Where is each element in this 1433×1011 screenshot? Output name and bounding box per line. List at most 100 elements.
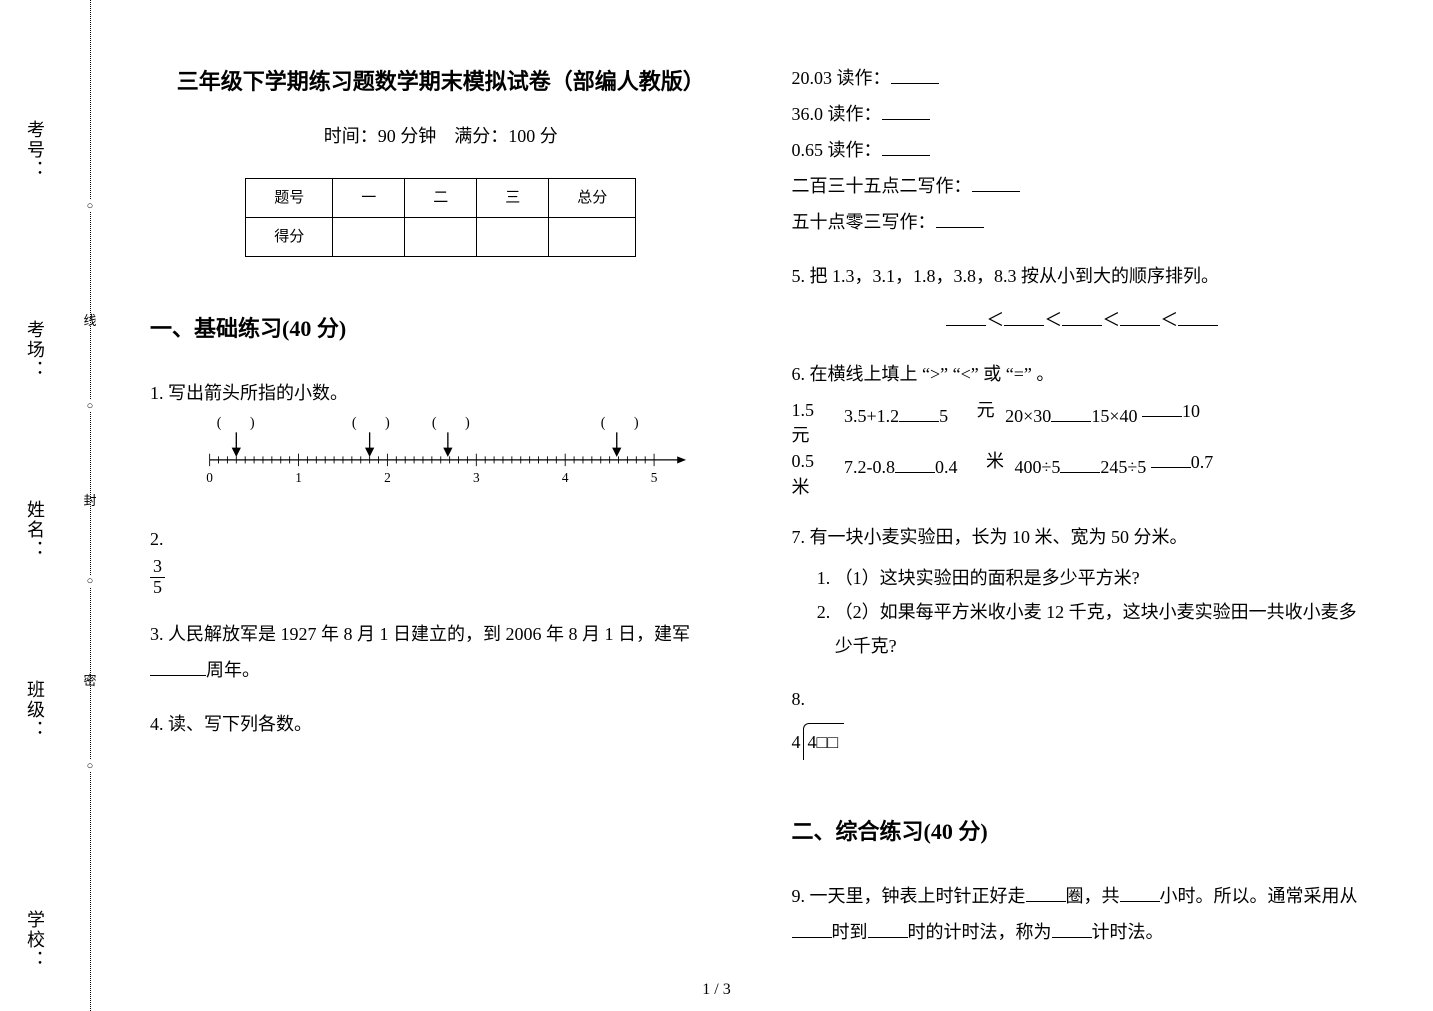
score-cell (549, 218, 636, 257)
q7: 7. 有一块小麦实验田，长为 10 米、宽为 50 分米。 （1）这块实验田的面… (792, 519, 1374, 664)
q4-head: 4. 读、写下列各数。 (150, 706, 732, 742)
q6-mid: 米 (986, 451, 1004, 471)
tick-label: 5 (651, 470, 658, 485)
q4-line: 0.65 读作： (792, 140, 882, 160)
gutter-circle: ○ (84, 200, 96, 212)
gutter-label-school: 学校： (30, 910, 48, 970)
q2-fraction: 3 5 (150, 557, 165, 598)
fill-blank[interactable] (1142, 398, 1182, 417)
q4-body: 20.03 读作： 36.0 读作： 0.65 读作： 二百三十五点二写作： 五… (792, 60, 1374, 240)
q6-expr: 245÷5 (1100, 457, 1146, 477)
q6-mid: 元 (977, 400, 995, 420)
q1-text: 1. 写出箭头所指的小数。 (150, 375, 732, 411)
q6-expr: 5 (939, 406, 948, 426)
q6-expr: 15×40 (1091, 406, 1137, 426)
gutter-char: 线 (83, 310, 97, 329)
fill-blank[interactable] (868, 919, 908, 938)
gutter-label-class: 班级： (30, 680, 48, 740)
exam-page: ○ ○ ○ ○ 线 封 密 考号： 考场： 姓名： 班级： 学校： 三年级下学期… (0, 0, 1433, 1011)
divisor: 4 (792, 724, 803, 760)
q6-right: 10 (1182, 401, 1200, 421)
tick-label: 2 (384, 470, 391, 485)
tick-label: 3 (473, 470, 480, 485)
section-1-heading: 一、基础练习(40 分) (150, 307, 732, 351)
score-col: 三 (477, 179, 549, 218)
gutter-label-room: 考场： (30, 320, 48, 380)
fill-blank[interactable] (882, 137, 930, 156)
tick-label: 0 (206, 470, 213, 485)
q4-line: 二百三十五点二写作： (792, 176, 972, 196)
fill-blank[interactable] (1151, 449, 1191, 468)
fill-blank[interactable] (150, 657, 206, 676)
fill-blank[interactable] (1120, 307, 1160, 326)
q6-expr: 0.4 (935, 457, 958, 477)
tick-label: 1 (295, 470, 302, 485)
fill-blank[interactable] (1004, 307, 1044, 326)
gutter-circle: ○ (84, 575, 96, 587)
content-area: 三年级下学期练习题数学期末模拟试卷（部编人教版） 时间：90 分钟 满分：100… (150, 60, 1373, 991)
q7-sub: （1）这块实验田的面积是多少平方米? (835, 561, 1373, 595)
score-col: 二 (405, 179, 477, 218)
q3-text-b: 周年。 (206, 660, 260, 680)
score-cell (477, 218, 549, 257)
fill-blank[interactable] (792, 919, 832, 938)
q3: 3. 人民解放军是 1927 年 8 月 1 日建立的，到 2006 年 8 月… (150, 616, 732, 688)
fill-blank[interactable] (899, 403, 939, 422)
fill-blank[interactable] (1062, 307, 1102, 326)
gutter-label-examid: 考号： (30, 120, 48, 180)
q4-line: 36.0 读作： (792, 104, 882, 124)
q1: 1. 写出箭头所指的小数。 ( ) ( ) ( ) ( ) (150, 375, 732, 503)
page-number: 1 / 3 (702, 981, 730, 999)
svg-text:( ): ( ) (601, 415, 639, 431)
q2: 2. 3 5 (150, 521, 732, 598)
fill-blank[interactable] (1178, 307, 1218, 326)
score-table: 题号 一 二 三 总分 得分 (245, 178, 636, 257)
number-line: ( ) ( ) ( ) ( ) (150, 411, 732, 491)
q9-part: 时的计时法，称为 (908, 922, 1052, 942)
right-column: 20.03 读作： 36.0 读作： 0.65 读作： 二百三十五点二写作： 五… (792, 60, 1374, 991)
q6-left: 米 (792, 477, 810, 497)
q9-part: 圈，共 (1066, 886, 1120, 906)
fill-blank[interactable] (1051, 403, 1091, 422)
score-rowhead2: 得分 (246, 218, 333, 257)
left-column: 三年级下学期练习题数学期末模拟试卷（部编人教版） 时间：90 分钟 满分：100… (150, 60, 732, 991)
fill-blank[interactable] (936, 209, 984, 228)
q6-left: 0.5 (792, 451, 815, 471)
q7-sublist: （1）这块实验田的面积是多少平方米? （2）如果每平方米收小麦 12 千克，这块… (792, 561, 1374, 664)
q6-expr: 7.2-0.8 (844, 457, 895, 477)
gutter-char: 封 (83, 490, 97, 509)
dividend: 4□□ (803, 723, 845, 760)
gutter-char: 密 (83, 670, 97, 689)
q9-part: 时到 (832, 922, 868, 942)
q8-label: 8. (792, 681, 1374, 717)
q4-line: 五十点零三写作： (792, 212, 936, 232)
fill-blank[interactable] (1052, 919, 1092, 938)
q6-expr: 400÷5 (1015, 457, 1061, 477)
score-rowhead: 题号 (246, 179, 333, 218)
fill-blank[interactable] (895, 454, 935, 473)
fill-blank[interactable] (972, 173, 1020, 192)
exam-title: 三年级下学期练习题数学期末模拟试卷（部编人教版） (150, 60, 732, 104)
q9-part: 计时法。 (1092, 922, 1164, 942)
q6-text: 6. 在横线上填上 “>” “<” 或 “=” 。 (792, 356, 1374, 392)
q9: 9. 一天里，钟表上时针正好走圈，共小时。所以。通常采用从时到时的计时法，称为计… (792, 878, 1374, 950)
q4-line: 20.03 读作： (792, 68, 891, 88)
svg-text:( ): ( ) (217, 415, 255, 431)
fill-blank[interactable] (1120, 883, 1160, 902)
q6-right: 0.7 (1191, 452, 1214, 472)
fill-blank[interactable] (891, 65, 939, 84)
fraction-denominator: 5 (150, 578, 165, 598)
q8: 8. 44□□ (792, 681, 1374, 760)
q6: 6. 在横线上填上 “>” “<” 或 “=” 。 1.5 元 3.5+1.25… (792, 356, 1374, 501)
exam-subtitle: 时间：90 分钟 满分：100 分 (150, 118, 732, 154)
q5: 5. 把 1.3，3.1，1.8，3.8，8.3 按从小到大的顺序排列。 ＜＜＜… (792, 258, 1374, 338)
score-cell (405, 218, 477, 257)
svg-text:( ): ( ) (352, 415, 390, 431)
section-2-heading: 二、综合练习(40 分) (792, 810, 1374, 854)
fill-blank[interactable] (1060, 454, 1100, 473)
gutter-circle: ○ (84, 760, 96, 772)
fill-blank[interactable] (1026, 883, 1066, 902)
fill-blank[interactable] (946, 307, 986, 326)
q9-part: 9. 一天里，钟表上时针正好走 (792, 886, 1026, 906)
fill-blank[interactable] (882, 101, 930, 120)
